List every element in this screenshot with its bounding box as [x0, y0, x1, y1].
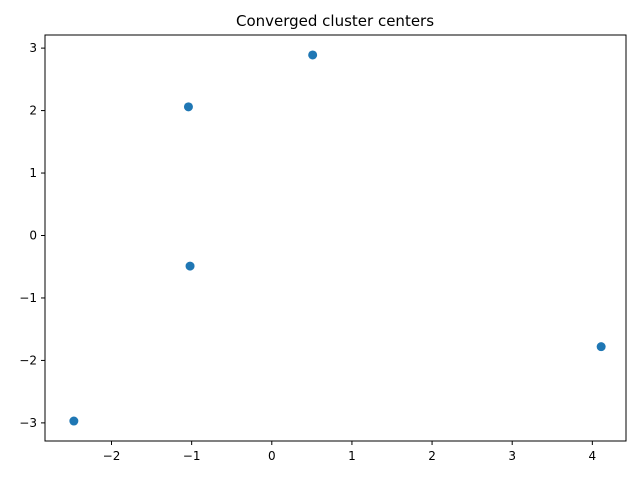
cluster-center-point: [69, 416, 79, 426]
cluster-center-point: [596, 342, 606, 352]
plot-frame: [44, 34, 627, 442]
x-tick-label: 1: [348, 449, 356, 463]
y-tick-label: 3: [29, 41, 37, 55]
x-tick-label: 3: [508, 449, 516, 463]
chart-title: Converged cluster centers: [236, 12, 434, 30]
y-tick-label: 2: [29, 104, 37, 118]
y-tick-label: 0: [29, 229, 37, 243]
x-tick-label: −1: [183, 449, 201, 463]
x-tick-label: 2: [428, 449, 436, 463]
y-tick-label: 1: [29, 166, 37, 180]
cluster-center-point: [308, 50, 318, 60]
x-tick-label: 0: [268, 449, 276, 463]
y-tick-label: −1: [19, 291, 37, 305]
cluster-center-point: [183, 102, 193, 112]
cluster-center-point: [185, 261, 195, 271]
y-tick-label: −2: [19, 353, 37, 367]
y-tick-label: −3: [19, 416, 37, 430]
x-tick-label: 4: [589, 449, 597, 463]
x-tick-label: −2: [103, 449, 121, 463]
data-points: [69, 50, 606, 426]
axis-ticks: −2 −1 0 1 2 3 4 −3 −2 −1 0 1 2 3: [19, 41, 596, 463]
